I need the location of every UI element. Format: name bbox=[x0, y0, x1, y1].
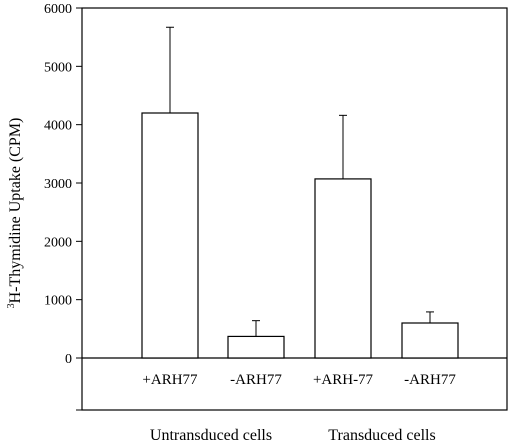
group-label: Untransduced cells bbox=[150, 427, 272, 444]
plot-border bbox=[81, 7, 508, 411]
bar-1 bbox=[227, 335, 285, 359]
bar-3 bbox=[401, 322, 459, 359]
group-labels: Untransduced cells Transduced cells bbox=[150, 427, 436, 444]
y-tick-label: 4000 bbox=[44, 119, 72, 134]
y-tick-label: 6000 bbox=[44, 2, 72, 17]
group-label: Transduced cells bbox=[328, 427, 435, 444]
y-axis-label-text: H-Thymidine Uptake (CPM) bbox=[7, 118, 24, 304]
y-tick-label: 5000 bbox=[44, 60, 72, 75]
category-label: +ARH-77 bbox=[313, 372, 374, 388]
category-label: +ARH77 bbox=[142, 372, 198, 388]
bar-0 bbox=[141, 112, 199, 359]
error-bars bbox=[166, 26, 434, 337]
y-tick-label: 0 bbox=[65, 352, 72, 367]
y-tick-label: 1000 bbox=[44, 294, 72, 309]
y-axis-label-superscript: 3 bbox=[6, 303, 17, 308]
y-axis-label: 3H-Thymidine Uptake (CPM) bbox=[6, 118, 24, 309]
y-axis-ticks: 0 1000 2000 3000 4000 5000 6000 bbox=[44, 2, 82, 411]
y-tick-label: 2000 bbox=[44, 235, 72, 250]
y-tick-label: 3000 bbox=[44, 177, 72, 192]
category-labels: +ARH77 -ARH77 +ARH-77 -ARH77 bbox=[142, 372, 456, 388]
bar-2 bbox=[314, 178, 372, 359]
bars bbox=[141, 112, 459, 359]
category-label: -ARH77 bbox=[404, 372, 456, 388]
category-label: -ARH77 bbox=[230, 372, 282, 388]
